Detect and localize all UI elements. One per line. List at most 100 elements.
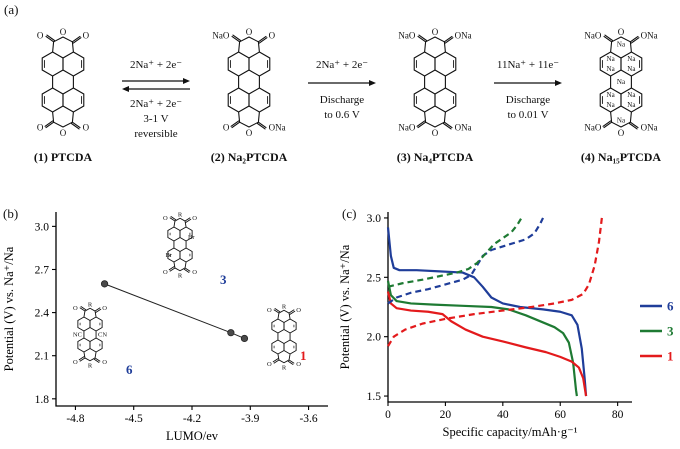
reaction-condition-below: to 0.6 V — [324, 108, 360, 121]
structure-ptcda: O O O O O O (1) PTCDA — [12, 14, 114, 165]
svg-text:NaO: NaO — [212, 30, 229, 40]
reaction-condition-above: 2Na⁺ + 2e⁻ — [315, 59, 369, 71]
svg-text:2.4: 2.4 — [35, 308, 50, 320]
svg-text:O: O — [192, 269, 197, 276]
svg-text:R: R — [282, 364, 287, 371]
inner-na-label: Na — [607, 101, 616, 109]
svg-text:ONa: ONa — [641, 30, 658, 40]
scatter-point — [240, 334, 249, 343]
svg-text:O: O — [37, 30, 44, 40]
svg-text:O: O — [192, 215, 197, 222]
compound-6-number: 6 — [126, 362, 133, 377]
compound-3-number: 3 — [220, 272, 227, 287]
svg-text:O: O — [267, 361, 272, 368]
svg-text:-4.5: -4.5 — [125, 413, 143, 425]
compound-1-number: 1 — [300, 348, 307, 363]
svg-text:NC: NC — [73, 332, 82, 339]
reaction-condition-below: 2Na⁺ + 2e⁻ — [129, 97, 183, 110]
na2ptcda-structure-drawing: O NaO O O O ONa — [212, 27, 286, 138]
svg-text:O: O — [618, 128, 625, 138]
svg-text:80: 80 — [612, 409, 624, 421]
inner-na-label: Na — [627, 101, 636, 109]
inner-na-label: Na — [607, 55, 616, 63]
inner-na-label: Na — [627, 55, 636, 63]
inset-structure-3: R O O R O O Br Br — [148, 206, 212, 291]
svg-text:3.0: 3.0 — [367, 213, 382, 225]
svg-text:NaO: NaO — [398, 123, 415, 133]
svg-text:ONa: ONa — [269, 123, 286, 133]
svg-text:0: 0 — [385, 409, 391, 421]
trend-line — [104, 283, 245, 339]
series-6-discharge — [386, 227, 588, 397]
compound-6-structure-drawing: R O O R O O NC CN — [73, 301, 107, 369]
svg-text:O: O — [102, 305, 107, 312]
svg-text:O: O — [432, 128, 439, 138]
structure-na4ptcda: O NaO ONa O NaO ONa (3) Na₄PTCDA — [384, 14, 486, 165]
svg-text:O: O — [60, 27, 67, 37]
reaction-step-2: 2Na⁺ + 2e⁻ Discharge to 0.6 V — [303, 58, 381, 123]
inner-na-label: Na — [617, 117, 626, 125]
svg-text:3.0: 3.0 — [35, 221, 50, 233]
svg-text:R: R — [178, 272, 183, 279]
inset-structure-1: R O O R O O — [252, 298, 316, 383]
legend-label: 1 — [667, 349, 674, 364]
svg-text:2.7: 2.7 — [35, 264, 50, 276]
svg-text:ONa: ONa — [455, 30, 472, 40]
axes — [387, 212, 632, 403]
svg-text:1.5: 1.5 — [367, 391, 382, 403]
reversible-arrow-icon — [122, 77, 190, 92]
reaction-condition-above: 2Na⁺ + 2e⁻ — [129, 59, 183, 71]
svg-text:-4.8: -4.8 — [66, 413, 84, 425]
svg-text:1.8: 1.8 — [35, 394, 50, 406]
scatter-point — [227, 329, 235, 337]
reaction-condition-above: 11Na⁺ + 11e⁻ — [496, 59, 560, 71]
svg-text:O: O — [618, 27, 625, 37]
panel-c-voltage-profiles: (c) 0 20 40 60 80 1.5 2.0 2.5 3.0 Specific capaci… — [336, 200, 680, 449]
structure-caption-1: (1) PTCDA — [33, 150, 93, 164]
svg-text:O: O — [83, 30, 90, 40]
voltage-capacity-chart: 0 20 40 60 80 1.5 2.0 2.5 3.0 Specific capacity/m… — [338, 212, 674, 439]
svg-text:O: O — [223, 123, 230, 133]
reaction-row: O O O O O O (1) PTCDA 2Na⁺ + 2e⁻ 2Na⁺ + 2e⁻ 3… — [0, 0, 680, 165]
structure-caption-4: (4) Na₁₅PTCDA — [580, 150, 662, 164]
panel-c-label: (c) — [342, 206, 357, 221]
x-axis-label: LUMO/ev — [166, 429, 219, 443]
svg-text:O: O — [432, 27, 439, 37]
series-1-charge — [387, 217, 603, 347]
svg-text:O: O — [163, 269, 168, 276]
svg-text:O: O — [267, 307, 272, 314]
panel-a-label: (a) — [4, 2, 19, 17]
structure-caption-2: (2) Na₂PTCDA — [210, 150, 288, 164]
inner-na-label: Na — [607, 65, 616, 73]
y-axis-label: Potential (V) vs. Na⁺/Na — [338, 244, 352, 369]
svg-text:-3.9: -3.9 — [241, 413, 259, 425]
svg-text:O: O — [102, 359, 107, 366]
axes — [55, 212, 328, 407]
reaction-condition-below: 3-1 V — [143, 112, 169, 125]
inset-structure-6: R O O R O O NC CN — [58, 296, 122, 381]
reaction-condition-below: reversible — [134, 127, 178, 140]
svg-text:O: O — [163, 215, 168, 222]
svg-text:R: R — [88, 362, 93, 369]
inner-na-label: Na — [607, 91, 616, 99]
series-1-discharge — [386, 291, 588, 397]
scatter-point — [100, 280, 109, 288]
compound-1-structure-drawing: R O O R O O — [267, 303, 301, 371]
svg-text:O: O — [246, 27, 253, 37]
right-arrow-icon — [494, 79, 562, 86]
series-3-discharge — [386, 280, 578, 397]
svg-text:NaO: NaO — [584, 30, 601, 40]
reaction-step-1: 2Na⁺ + 2e⁻ 2Na⁺ + 2e⁻ 3-1 V reversible — [117, 58, 195, 141]
svg-text:O: O — [246, 128, 253, 138]
panel-b-scatter: (b) -4.8 -4.5 -4.2 -3.9 -3.6 1.8 2.1 2.4 2.7 3.0 L… — [0, 200, 336, 449]
panel-a-reaction-scheme: (a) O O O O O O (1) PTCDA 2Na⁺ + 2e⁻ 2Na⁺ + 2… — [0, 0, 680, 200]
inner-na-label: Na — [617, 41, 626, 49]
series-6-charge — [387, 217, 545, 305]
ptcda-structure-drawing: O O O O O O — [37, 27, 90, 138]
reaction-condition-below: Discharge — [505, 93, 551, 106]
svg-text:O: O — [296, 361, 301, 368]
svg-text:60: 60 — [554, 409, 566, 421]
potential-vs-lumo-chart: -4.8 -4.5 -4.2 -3.9 -3.6 1.8 2.1 2.4 2.7 3.0 LUMO/… — [2, 212, 328, 443]
